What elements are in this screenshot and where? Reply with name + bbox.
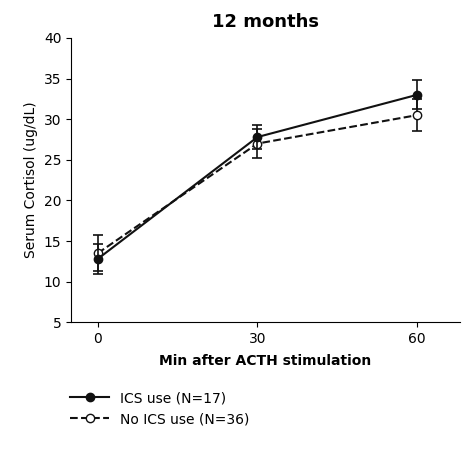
Legend: ICS use (N=17), No ICS use (N=36): ICS use (N=17), No ICS use (N=36) bbox=[70, 392, 250, 427]
Y-axis label: Serum Cortisol (ug/dL): Serum Cortisol (ug/dL) bbox=[24, 102, 38, 258]
Title: 12 months: 12 months bbox=[212, 13, 319, 31]
X-axis label: Min after ACTH stimulation: Min after ACTH stimulation bbox=[159, 355, 372, 368]
